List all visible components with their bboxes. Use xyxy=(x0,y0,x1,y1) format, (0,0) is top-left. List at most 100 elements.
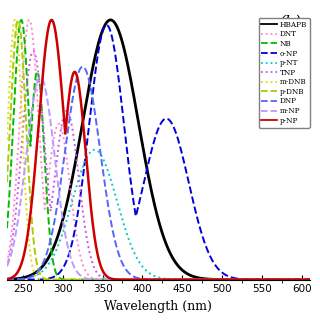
p-NT xyxy=(302,278,306,282)
o-NP xyxy=(121,115,125,119)
HBAPB xyxy=(5,277,9,281)
DNT xyxy=(269,278,273,282)
HBAPB xyxy=(308,278,312,282)
p-DNB xyxy=(58,278,61,282)
o-NP xyxy=(134,212,138,216)
m-NP xyxy=(5,264,9,268)
X-axis label: Wavelength (nm): Wavelength (nm) xyxy=(104,300,212,313)
p-NT xyxy=(40,270,44,274)
o-NP xyxy=(105,23,108,27)
DNT xyxy=(121,278,125,282)
DNT xyxy=(5,261,9,265)
DNP xyxy=(5,278,9,282)
Line: m-NP: m-NP xyxy=(7,77,310,280)
m-NP xyxy=(38,75,42,79)
p-NT xyxy=(58,240,61,244)
p-NP xyxy=(121,278,125,282)
p-DNB xyxy=(5,180,9,184)
DNT xyxy=(27,18,31,22)
DNP xyxy=(302,278,306,282)
Line: DNP: DNP xyxy=(7,67,310,280)
m-DNB xyxy=(5,138,9,141)
m-DNB xyxy=(269,278,273,282)
m-NP xyxy=(40,76,44,80)
p-NP xyxy=(40,88,44,92)
p-NP xyxy=(134,278,138,282)
TNP xyxy=(121,278,125,282)
p-NT xyxy=(93,148,97,152)
TNP xyxy=(269,278,273,282)
p-DNB xyxy=(121,278,125,282)
m-NP xyxy=(134,278,138,282)
Legend: HBAPB, DNT, NB, o-NP, p-NT, TNP, m-DNB, p-DNB, DNP, m-NP, p-NP: HBAPB, DNT, NB, o-NP, p-NT, TNP, m-DNB, … xyxy=(259,18,310,127)
m-DNB xyxy=(121,278,125,282)
Line: p-NP: p-NP xyxy=(7,20,310,280)
NB xyxy=(5,226,9,230)
DNP xyxy=(40,264,44,268)
m-DNB xyxy=(40,277,44,281)
m-DNB xyxy=(290,278,294,282)
p-DNB xyxy=(308,278,312,282)
p-NP xyxy=(5,277,9,281)
DNP xyxy=(121,263,125,267)
TNP xyxy=(308,278,312,282)
m-DNB xyxy=(134,278,138,282)
NB xyxy=(20,18,23,22)
Line: o-NP: o-NP xyxy=(7,25,310,280)
HBAPB xyxy=(58,229,61,233)
NB xyxy=(40,105,44,109)
p-NT xyxy=(134,255,138,259)
Line: TNP: TNP xyxy=(7,51,310,280)
DNT xyxy=(302,278,306,282)
HBAPB xyxy=(108,18,112,22)
p-DNB xyxy=(134,278,138,282)
DNP xyxy=(134,276,138,280)
DNT xyxy=(58,122,61,126)
TNP xyxy=(5,263,9,267)
DNP xyxy=(269,278,273,282)
o-NP xyxy=(269,278,273,282)
m-DNB xyxy=(58,278,61,282)
DNT xyxy=(40,164,44,168)
HBAPB xyxy=(121,43,125,47)
m-NP xyxy=(58,195,61,198)
DNP xyxy=(308,278,312,282)
m-DNB xyxy=(13,18,17,22)
Line: HBAPB: HBAPB xyxy=(7,20,310,280)
m-NP xyxy=(302,278,306,282)
p-NP xyxy=(302,278,306,282)
DNP xyxy=(81,65,84,68)
TNP xyxy=(58,137,61,140)
NB xyxy=(134,278,138,282)
m-NP xyxy=(308,278,312,282)
HBAPB xyxy=(302,278,306,282)
Line: DNT: DNT xyxy=(7,20,310,280)
TNP xyxy=(40,105,44,109)
m-DNB xyxy=(302,278,306,282)
o-NP xyxy=(5,278,9,282)
Line: NB: NB xyxy=(7,20,310,280)
o-NP xyxy=(308,278,312,282)
m-NP xyxy=(269,278,273,282)
p-NP xyxy=(269,278,273,282)
p-DNB xyxy=(40,274,44,278)
Text: (b): (b) xyxy=(279,15,301,29)
Line: m-DNB: m-DNB xyxy=(7,20,310,280)
p-NT xyxy=(308,278,312,282)
DNT xyxy=(308,278,312,282)
HBAPB xyxy=(269,278,273,282)
p-NP xyxy=(308,278,312,282)
NB xyxy=(58,276,61,280)
NB xyxy=(308,278,312,282)
Line: p-DNB: p-DNB xyxy=(7,20,310,280)
HBAPB xyxy=(134,108,138,112)
p-NT xyxy=(121,220,125,224)
NB xyxy=(302,278,306,282)
p-NP xyxy=(50,18,53,22)
DNT xyxy=(134,278,138,282)
p-DNB xyxy=(16,18,20,22)
o-NP xyxy=(58,271,61,275)
o-NP xyxy=(40,277,44,281)
NB xyxy=(269,278,273,282)
NB xyxy=(121,278,125,282)
